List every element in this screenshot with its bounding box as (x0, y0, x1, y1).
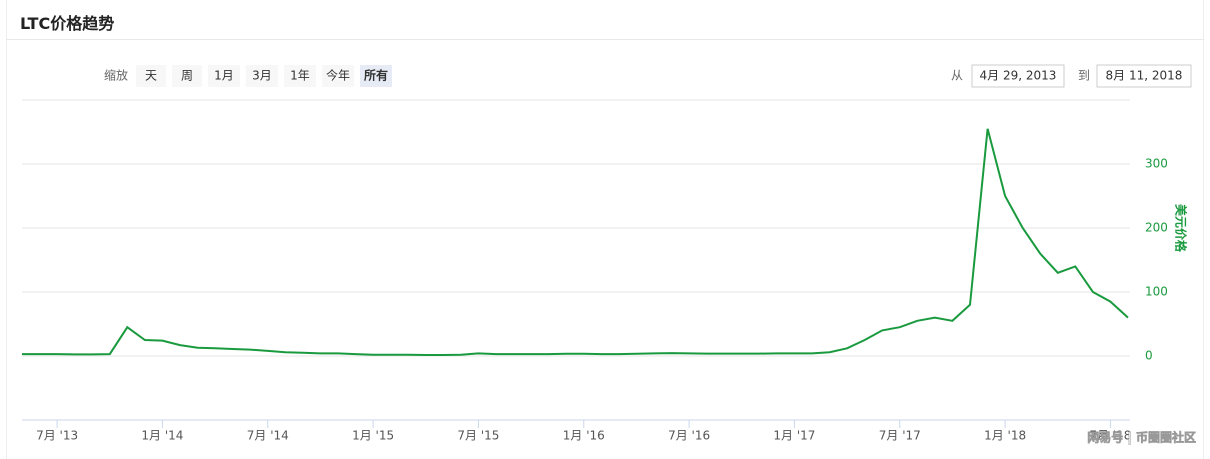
y-axis-label: 美元价格 (1174, 204, 1189, 253)
x-tick-label: 1月 '16 (563, 429, 605, 443)
from-input[interactable] (971, 64, 1065, 88)
x-tick-label: 1月 '18 (984, 429, 1026, 443)
to-value[interactable]: 8月 11, 2018 (1106, 69, 1183, 83)
x-tick-label: 7月 '15 (457, 429, 499, 443)
x-tick-label: 1月 '14 (141, 429, 183, 443)
zoom-button-label[interactable]: 所有 (364, 68, 388, 83)
to-input[interactable] (1096, 64, 1192, 88)
y-tick-label: 0 (1145, 349, 1153, 363)
zoom-button-label[interactable]: 天 (145, 69, 157, 83)
x-tick-label: 7月 '14 (247, 429, 289, 443)
x-tick-label: 1月 '15 (352, 429, 394, 443)
x-tick-label: 1月 '17 (773, 429, 815, 443)
zoom-button[interactable] (208, 65, 240, 87)
title: LTC价格趋势 (20, 14, 115, 33)
y-tick-label: 100 (1145, 285, 1168, 299)
header: LTC价格趋势 (6, 0, 1204, 40)
zoom-button[interactable] (284, 65, 316, 87)
watermark: 网易号 | 币圈圈社区 (1087, 430, 1196, 445)
zoom-button[interactable] (136, 65, 166, 87)
price-line (22, 128, 1129, 356)
zoom-label: 缩放 (104, 68, 128, 83)
zoom-button-label[interactable]: 今年 (326, 68, 350, 83)
x-tick-label: 7月 '16 (668, 429, 710, 443)
zoom-button[interactable] (246, 65, 278, 87)
zoom-button[interactable] (172, 65, 202, 87)
x-tick-label: 7月 '18 (1089, 429, 1131, 443)
zoom-button-label[interactable]: 1月 (214, 69, 234, 83)
from-label: 从 (951, 69, 963, 83)
x-tick-label: 7月 '13 (36, 429, 78, 443)
from-value[interactable]: 4月 29, 2013 (980, 69, 1057, 83)
x-tick-label: 7月 '17 (879, 429, 921, 443)
zoom-button-label[interactable]: 周 (181, 69, 193, 83)
zoom-button-label[interactable]: 3月 (252, 69, 272, 83)
zoom-button[interactable] (322, 65, 354, 87)
to-label: 到 (1078, 69, 1090, 83)
y-tick-label: 300 (1145, 157, 1168, 171)
panel (6, 0, 1204, 459)
zoom-button-label[interactable]: 1年 (290, 69, 310, 83)
y-tick-label: 200 (1145, 221, 1168, 235)
zoom-button[interactable] (360, 65, 392, 87)
